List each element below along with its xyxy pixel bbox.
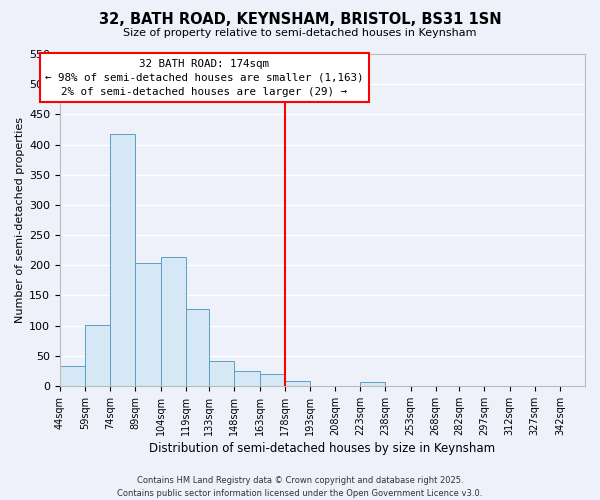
- Bar: [285, 381, 310, 386]
- Bar: [260, 374, 285, 386]
- Bar: [136, 263, 161, 386]
- Bar: [235, 371, 260, 386]
- X-axis label: Distribution of semi-detached houses by size in Keynsham: Distribution of semi-detached houses by …: [149, 442, 496, 455]
- Bar: [360, 382, 385, 386]
- Y-axis label: Number of semi-detached properties: Number of semi-detached properties: [15, 117, 25, 323]
- Text: Contains HM Land Registry data © Crown copyright and database right 2025.
Contai: Contains HM Land Registry data © Crown c…: [118, 476, 482, 498]
- Bar: [209, 361, 235, 386]
- Bar: [110, 134, 136, 386]
- Bar: [85, 325, 110, 386]
- Bar: [186, 308, 209, 386]
- Text: 32 BATH ROAD: 174sqm
← 98% of semi-detached houses are smaller (1,163)
2% of sem: 32 BATH ROAD: 174sqm ← 98% of semi-detac…: [45, 59, 364, 97]
- Text: 32, BATH ROAD, KEYNSHAM, BRISTOL, BS31 1SN: 32, BATH ROAD, KEYNSHAM, BRISTOL, BS31 1…: [98, 12, 502, 28]
- Text: Size of property relative to semi-detached houses in Keynsham: Size of property relative to semi-detach…: [123, 28, 477, 38]
- Bar: [161, 258, 186, 386]
- Bar: [60, 366, 85, 386]
